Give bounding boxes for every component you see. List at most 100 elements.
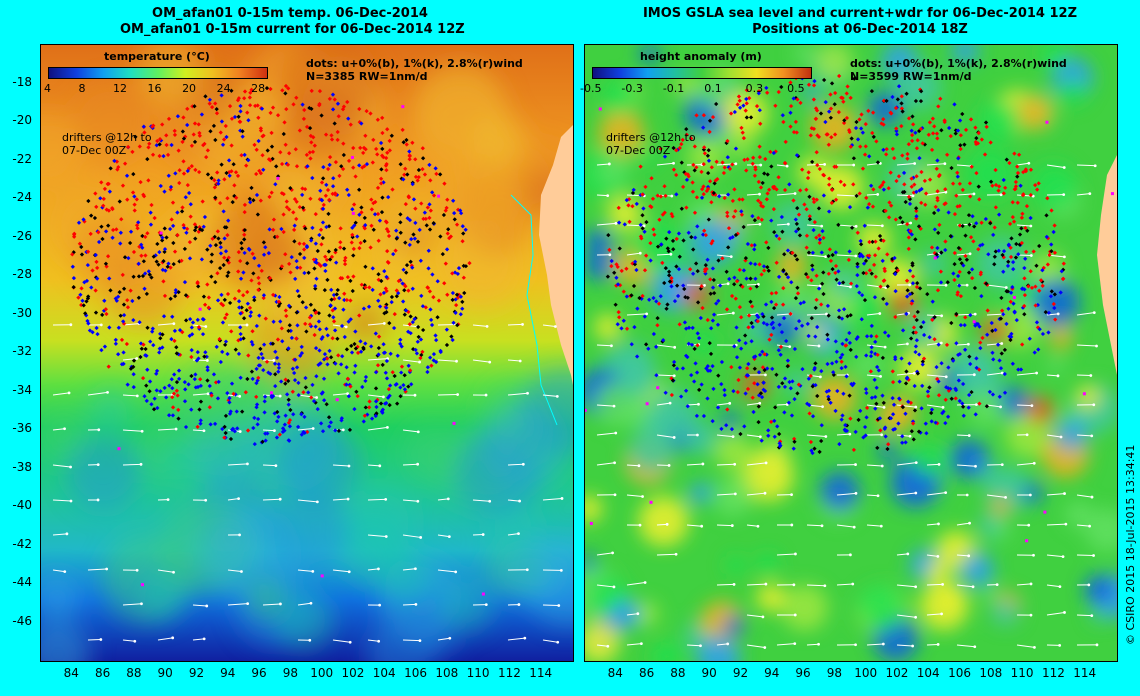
- drifter-dot: [679, 394, 684, 399]
- drifter-dot: [733, 232, 739, 238]
- drifter-dot: [236, 351, 242, 356]
- drifter-dot: [239, 153, 244, 158]
- drifter-dot: [203, 350, 208, 355]
- drifter-dot: [814, 197, 819, 202]
- drifter-dot: [1037, 288, 1042, 293]
- drifter-dot: [864, 195, 869, 200]
- drifter-dot: [979, 220, 984, 225]
- arrowhead: [944, 190, 948, 194]
- drifter-dot: [905, 221, 910, 227]
- drifter-dot: [690, 189, 696, 194]
- drifter-dot: [396, 278, 401, 284]
- drifter-dot: [719, 359, 725, 365]
- drifter-dot: [218, 359, 223, 365]
- drifter-dot: [731, 214, 736, 219]
- drifter-dot: [884, 152, 889, 157]
- drifter-dot: [914, 174, 919, 179]
- drifter-dot: [247, 305, 253, 310]
- arrowhead: [726, 642, 730, 646]
- drifter-dot: [412, 316, 417, 322]
- drifter-dot: [1008, 290, 1014, 295]
- drifter-dot: [247, 103, 253, 108]
- current-arrow: [746, 402, 760, 406]
- drifter-dot: [333, 428, 338, 433]
- drifter-dot: [912, 408, 918, 413]
- drifter-dot: [256, 263, 262, 268]
- arrowhead: [854, 463, 857, 466]
- drifter-dot: [741, 224, 746, 230]
- drifter-dot: [829, 135, 834, 140]
- drifter-dot: [934, 131, 940, 136]
- drifter-dot: [617, 315, 622, 320]
- temperature-colorbar-tick: 12: [113, 82, 128, 95]
- drifter-dot: [223, 339, 229, 344]
- arrowhead: [879, 524, 883, 528]
- drifter-dot: [908, 336, 914, 341]
- arrowhead: [378, 464, 382, 468]
- drifter-dot: [922, 332, 927, 338]
- drifter-dot: [142, 286, 147, 291]
- y-tick-label: -38: [12, 459, 32, 474]
- drifter-dot: [216, 178, 221, 183]
- drifter-dot: [966, 405, 971, 410]
- drifter-dot: [310, 382, 315, 387]
- drifter-dot: [893, 271, 898, 277]
- drifter-dot: [814, 273, 819, 278]
- current-arrow: [402, 429, 419, 433]
- drifter-dot: [913, 237, 918, 242]
- drifter-dot: [264, 85, 270, 91]
- temperature-colorbar-tick: 28: [251, 82, 266, 95]
- drifter-dot: [935, 195, 940, 201]
- drifter-dot: [361, 419, 366, 424]
- drifter-dot: [820, 229, 825, 234]
- current-arrow: [896, 553, 908, 556]
- drifter-dot: [1009, 331, 1014, 336]
- drifter-dot: [151, 407, 157, 412]
- drifter-dot: [152, 215, 157, 221]
- drifter-dot: [310, 175, 315, 181]
- current-arrow: [52, 499, 72, 502]
- arrowhead: [820, 224, 824, 228]
- current-arrow: [986, 404, 1001, 408]
- drifter-dot: [260, 134, 265, 139]
- drifter-dot: [160, 122, 165, 127]
- drifter-dot: [263, 438, 268, 443]
- drifter-dot: [225, 391, 230, 396]
- current-arrow: [52, 569, 65, 573]
- drifter-dot: [942, 202, 947, 207]
- drifter-dot: [281, 131, 286, 137]
- drifter-dot: [357, 212, 362, 217]
- drifter-dot: [870, 239, 875, 244]
- drifter-dot: [921, 320, 926, 325]
- arrowhead: [1090, 495, 1094, 499]
- drifter-dot: [1009, 236, 1014, 241]
- drifter-dot: [404, 263, 410, 268]
- drifter-dot: [223, 249, 229, 254]
- drifter-dot: [131, 274, 136, 279]
- drifter-dot: [303, 321, 308, 326]
- current-arrow: [262, 603, 281, 606]
- drifter-dot: [428, 355, 433, 360]
- drifter-dot: [284, 205, 290, 210]
- drifter-dot: [288, 185, 293, 191]
- drifter-dot: [872, 295, 878, 300]
- drifter-dot: [896, 421, 901, 426]
- drifter-dot: [912, 314, 917, 319]
- drifter-dot: [283, 142, 288, 147]
- drifter-dot: [995, 342, 1001, 347]
- drifter-dot: [996, 188, 1001, 193]
- drifter-dot: [168, 296, 173, 301]
- drifter-dot: [220, 426, 225, 432]
- drifter-dot-magenta: [1012, 295, 1016, 299]
- drifter-dot: [269, 144, 275, 149]
- drifter-dot: [883, 434, 888, 439]
- drifter-dot: [458, 312, 463, 317]
- arrowhead: [612, 585, 616, 589]
- current-arrow: [836, 284, 851, 288]
- left-dots-count: N=3385 RW=1nm/d: [306, 70, 428, 83]
- drifter-dot: [86, 198, 91, 204]
- drifter-dot: [917, 352, 922, 357]
- drifter-dot: [841, 120, 847, 126]
- current-arrow: [776, 553, 796, 556]
- drifter-dot: [173, 171, 178, 176]
